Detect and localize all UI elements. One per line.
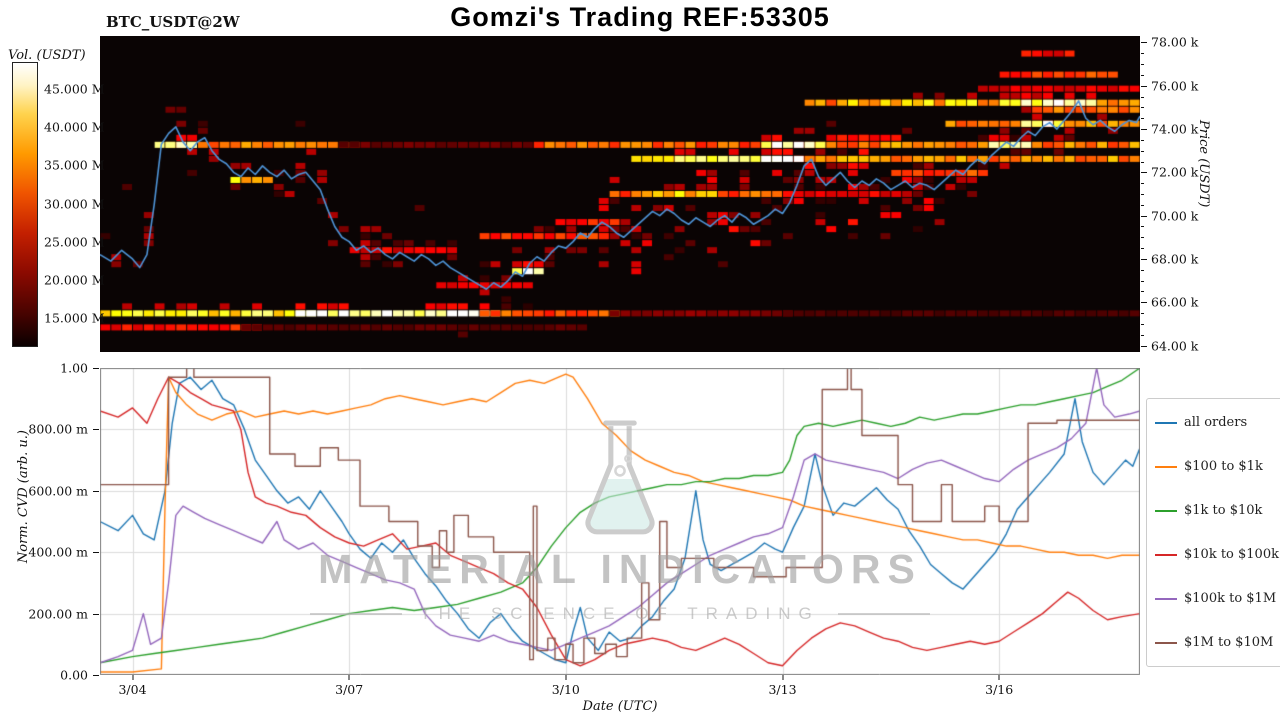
price-minor-tick bbox=[1141, 53, 1144, 55]
colorbar-tick-label: 30.000 M bbox=[44, 196, 105, 211]
orderbook-heatmap-canvas[interactable] bbox=[100, 36, 1140, 352]
price-minor-tick bbox=[1141, 313, 1144, 315]
colorbar-tick-label: 25.000 M bbox=[44, 234, 105, 250]
legend-label: $1k to $10k bbox=[1184, 503, 1263, 518]
cvd-x-tick bbox=[348, 675, 350, 680]
legend-item[interactable]: all orders bbox=[1155, 415, 1280, 430]
colorbar-tick-label: 15.000 M bbox=[44, 310, 105, 326]
cvd-y-tick-label: 600.00 m bbox=[28, 483, 88, 499]
cvd-y-tick bbox=[93, 552, 99, 554]
legend-line-swatch bbox=[1155, 465, 1177, 468]
cvd-y-tick bbox=[93, 429, 99, 431]
price-minor-tick bbox=[1141, 64, 1144, 66]
price-minor-tick bbox=[1141, 183, 1144, 185]
cvd-y-axis-ticks: 1.00 800.00 m 600.00 m 400.00 m 200.00 m 0.00 bbox=[0, 361, 100, 683]
colorbar-tick-label: 35.000 M bbox=[44, 157, 105, 173]
cvd-y-tick-label: 800.00 m bbox=[28, 421, 88, 437]
price-minor-tick bbox=[1141, 237, 1144, 239]
cvd-x-tick bbox=[132, 675, 133, 680]
cvd-x-tick-label: 3/10 bbox=[551, 682, 580, 697]
cvd-x-tick bbox=[998, 675, 1000, 680]
cvd-x-tick-label: 3/04 bbox=[118, 682, 147, 697]
cvd-chart-canvas[interactable] bbox=[100, 368, 1140, 675]
price-minor-tick bbox=[1141, 204, 1144, 206]
price-minor-tick bbox=[1141, 226, 1144, 228]
price-major-tick bbox=[1141, 345, 1147, 347]
price-major-tick bbox=[1141, 215, 1147, 217]
price-tick-label: 70.00 k bbox=[1151, 208, 1199, 224]
price-minor-tick bbox=[1141, 96, 1144, 98]
cvd-y-tick-label: 200.00 m bbox=[28, 606, 88, 622]
legend-item[interactable]: $1k to $10k bbox=[1155, 503, 1280, 518]
price-tick-label: 68.00 k bbox=[1151, 251, 1199, 267]
cvd-y-tick bbox=[93, 675, 99, 676]
legend-line-swatch bbox=[1155, 641, 1177, 644]
page-title: Gomzi's Trading REF:53305 bbox=[450, 2, 830, 32]
price-tick-label: 76.00 k bbox=[1151, 78, 1199, 94]
colorbar-tick-label: 20.000 M bbox=[44, 272, 105, 288]
price-minor-tick bbox=[1141, 150, 1144, 152]
price-minor-tick bbox=[1141, 161, 1144, 163]
cvd-x-axis-label: Date (UTC) bbox=[582, 699, 658, 714]
price-axis-label: Price (USDT) bbox=[1196, 120, 1211, 208]
price-major-tick bbox=[1141, 42, 1147, 44]
cvd-y-tick bbox=[93, 613, 99, 615]
cvd-y-tick-label: 400.00 m bbox=[28, 544, 88, 560]
legend-line-swatch bbox=[1155, 421, 1177, 424]
price-tick-label: 66.00 k bbox=[1151, 294, 1199, 310]
cvd-y-tick bbox=[93, 490, 99, 492]
price-major-tick bbox=[1141, 302, 1147, 304]
cvd-y-tick bbox=[93, 368, 99, 369]
cvd-x-tick bbox=[782, 675, 783, 680]
legend-label: $100k to $1M bbox=[1184, 591, 1277, 606]
legend-label: all orders bbox=[1184, 415, 1248, 430]
cvd-y-axis-label: Norm. CVD (arb. u.) bbox=[16, 430, 31, 564]
price-minor-tick bbox=[1141, 74, 1144, 76]
price-axis-ticks: 78.00 k 76.00 k 74.00 k 72.00 k 70.00 k 68.00… bbox=[1140, 34, 1260, 353]
legend-item[interactable]: $1M to $10M bbox=[1155, 635, 1280, 650]
instrument-label: BTC_USDT@2W bbox=[106, 13, 240, 31]
legend-item[interactable]: $10k to $100k bbox=[1155, 547, 1280, 562]
legend: all orders $100 to $1k $1k to $10k $10k to … bbox=[1146, 398, 1280, 667]
price-major-tick bbox=[1141, 258, 1147, 260]
legend-item[interactable]: $100k to $1M bbox=[1155, 591, 1280, 606]
legend-label: $1M to $10M bbox=[1184, 635, 1274, 650]
price-minor-tick bbox=[1141, 291, 1144, 293]
cvd-y-tick-label: 1.00 bbox=[60, 360, 88, 376]
legend-line-swatch bbox=[1155, 509, 1177, 512]
price-minor-tick bbox=[1141, 280, 1144, 282]
price-minor-tick bbox=[1141, 118, 1144, 120]
price-tick-label: 64.00 k bbox=[1151, 338, 1199, 353]
price-minor-tick bbox=[1141, 323, 1144, 325]
colorbar-tick-label: 40.000 M bbox=[44, 119, 105, 135]
price-major-tick bbox=[1141, 129, 1147, 131]
price-minor-tick bbox=[1141, 107, 1144, 109]
cvd-x-tick bbox=[565, 675, 567, 680]
legend-label: $10k to $100k bbox=[1184, 547, 1279, 562]
cvd-x-tick-label: 3/16 bbox=[985, 682, 1014, 697]
legend-label: $100 to $1k bbox=[1184, 459, 1263, 474]
cvd-y-tick-label: 0.00 bbox=[60, 667, 88, 683]
legend-line-swatch bbox=[1155, 597, 1177, 600]
price-minor-tick bbox=[1141, 194, 1144, 195]
cvd-x-tick-label: 3/07 bbox=[335, 682, 364, 697]
price-major-tick bbox=[1141, 172, 1147, 174]
price-minor-tick bbox=[1141, 269, 1144, 271]
volume-colorbar bbox=[12, 62, 38, 347]
volume-colorbar-label: Vol. (USDT) bbox=[8, 48, 86, 63]
price-minor-tick bbox=[1141, 139, 1144, 141]
legend-line-swatch bbox=[1155, 553, 1177, 556]
price-tick-label: 78.00 k bbox=[1151, 34, 1199, 50]
price-minor-tick bbox=[1141, 248, 1144, 250]
cvd-x-tick-label: 3/13 bbox=[768, 682, 797, 697]
price-minor-tick bbox=[1141, 334, 1144, 336]
price-major-tick bbox=[1141, 85, 1147, 87]
colorbar-tick-label: 45.000 M bbox=[44, 81, 105, 97]
price-tick-label: 72.00 k bbox=[1151, 164, 1199, 180]
cvd-x-axis-ticks: 3/04 3/07 3/10 3/13 3/16 bbox=[100, 675, 1140, 705]
price-tick-label: 74.00 k bbox=[1151, 121, 1199, 137]
legend-item[interactable]: $100 to $1k bbox=[1155, 459, 1280, 474]
